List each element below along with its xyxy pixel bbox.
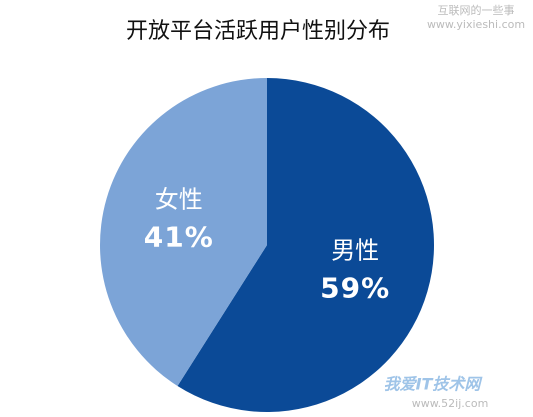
chart-title: 开放平台活跃用户性别分布: [126, 19, 390, 44]
pie-slice: [99, 77, 267, 387]
watermark: www.52ij.com: [412, 397, 489, 410]
value-label: 41%: [144, 220, 214, 253]
watermark: www.yixieshi.com: [427, 18, 525, 31]
watermark: 互联网的一些事: [438, 3, 515, 17]
slice-label: 男性: [331, 237, 379, 265]
slice-label: 女性: [155, 185, 203, 213]
pie-slice: [177, 78, 434, 412]
watermark: 我爱IT技术网: [384, 375, 484, 394]
value-label: 59%: [320, 272, 390, 305]
